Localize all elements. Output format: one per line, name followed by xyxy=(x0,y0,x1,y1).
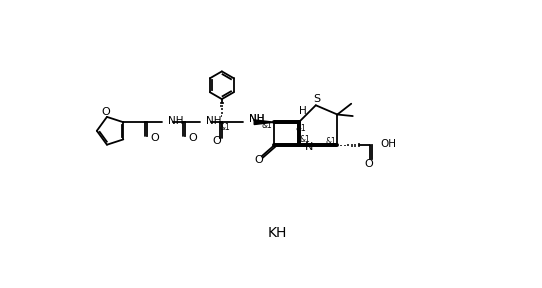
Text: NH: NH xyxy=(207,116,222,126)
Text: O: O xyxy=(365,159,373,169)
Text: NH: NH xyxy=(168,116,183,126)
Text: H: H xyxy=(299,107,307,116)
Text: KH: KH xyxy=(268,226,287,240)
Text: &1: &1 xyxy=(262,121,273,130)
Text: S: S xyxy=(313,94,320,104)
Text: OH: OH xyxy=(380,139,396,149)
Text: O: O xyxy=(189,132,197,143)
Text: O: O xyxy=(212,136,221,146)
Text: O: O xyxy=(150,132,159,143)
Text: NH: NH xyxy=(249,114,264,124)
Text: O: O xyxy=(102,107,111,117)
Text: N: N xyxy=(305,142,313,152)
Polygon shape xyxy=(254,120,274,124)
Text: &1: &1 xyxy=(300,135,311,144)
Text: &1: &1 xyxy=(220,123,230,132)
Text: NH: NH xyxy=(249,114,264,124)
Text: O: O xyxy=(254,155,263,165)
Text: &1: &1 xyxy=(326,137,337,146)
Text: &1: &1 xyxy=(296,124,307,133)
